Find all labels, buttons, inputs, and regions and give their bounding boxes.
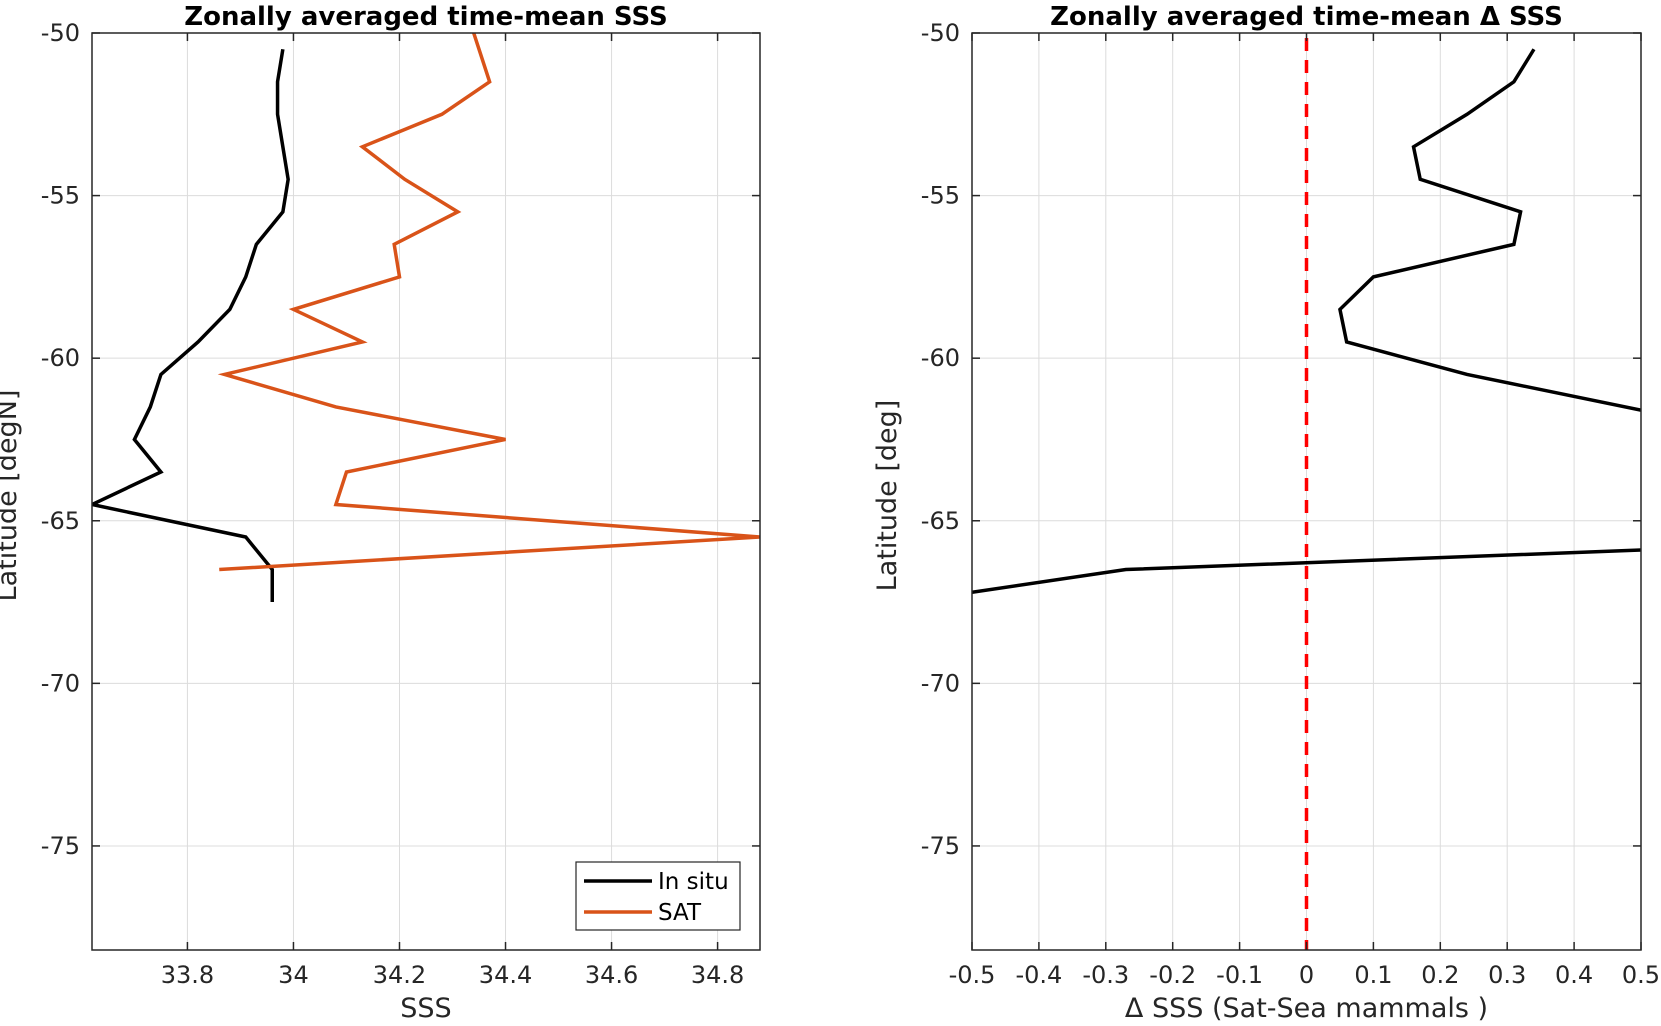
left-y-axis-label: Latitude [degN]	[0, 390, 23, 602]
left-axes-box	[91, 32, 761, 951]
right-y-tick-label: -60	[921, 344, 960, 372]
right-y-axis-label: Latitude [deg]	[872, 400, 903, 592]
left-y-tick-label: -60	[41, 344, 80, 372]
left-x-tick-label: 34.2	[373, 961, 426, 989]
right-y-tick-label: -65	[921, 507, 960, 535]
left-plot-area	[92, 33, 760, 603]
left-axes: 33.8 34 34.2 34.4 34.6 34.8 -50 -55 -60 -65 -70 -75…	[0, 2, 761, 1024]
left-x-tick-label: 34	[278, 961, 309, 989]
legend-label-in-situ: In situ	[658, 869, 729, 895]
right-chart-title: Zonally averaged time-mean Δ SSS	[1050, 2, 1563, 32]
right-x-tick-label: 0.3	[1488, 961, 1526, 989]
right-x-tick-label: -0.3	[1082, 961, 1129, 989]
right-x-tick-label: -0.2	[1149, 961, 1196, 989]
right-y-tick-label: -70	[921, 669, 960, 697]
left-y-tick-label: -65	[41, 507, 80, 535]
left-y-tick-label: -55	[41, 182, 80, 210]
left-x-tick-label: 34.6	[585, 961, 638, 989]
right-x-tick-label: 0.1	[1354, 961, 1392, 989]
left-x-tick-label: 34.4	[479, 961, 532, 989]
right-x-tick-label: 0.5	[1622, 961, 1660, 989]
right-y-tick-label: -75	[921, 832, 960, 860]
left-ticks: 33.8 34 34.2 34.4 34.6 34.8 -50 -55 -60 -65 -70 -75	[41, 19, 760, 989]
right-x-tick-label: 0.4	[1555, 961, 1593, 989]
left-x-tick-label: 34.8	[691, 961, 744, 989]
series-line-delta-sss-1	[972, 548, 1641, 595]
right-x-tick-label: -0.1	[1216, 961, 1263, 989]
right-x-tick-label: -0.4	[1015, 961, 1062, 989]
right-y-tick-label: -55	[921, 182, 960, 210]
legend-label-sat: SAT	[658, 900, 702, 926]
series-line-in-situ	[92, 48, 290, 603]
right-plot-area	[972, 38, 1641, 950]
right-axes: -0.5 -0.4 -0.3 -0.2 -0.1 0 0.1 0.2 0.3 0.4 0.5 -50 -…	[872, 2, 1660, 1024]
left-y-tick-label: -50	[41, 19, 80, 47]
series-line-delta-sss-0	[1338, 48, 1641, 412]
right-ticks: -0.5 -0.4 -0.3 -0.2 -0.1 0 0.1 0.2 0.3 0.4 0.5 -50 -…	[921, 19, 1660, 989]
left-x-axis-label: SSS	[400, 993, 451, 1024]
right-x-tick-label: -0.5	[949, 961, 996, 989]
right-x-tick-label: 0.2	[1421, 961, 1459, 989]
left-y-tick-label: -75	[41, 832, 80, 860]
right-x-axis-label: Δ SSS (Sat-Sea mammals )	[1125, 993, 1488, 1024]
series-line-sat	[217, 33, 760, 572]
right-x-tick-label: 0	[1299, 961, 1314, 989]
legend: In situ SAT	[575, 861, 741, 931]
left-chart-title: Zonally averaged time-mean SSS	[184, 2, 668, 32]
legend-box	[575, 861, 741, 931]
left-grid	[92, 32, 760, 950]
left-y-tick-label: -70	[41, 669, 80, 697]
right-y-tick-label: -50	[921, 19, 960, 47]
left-x-tick-label: 33.8	[161, 961, 214, 989]
